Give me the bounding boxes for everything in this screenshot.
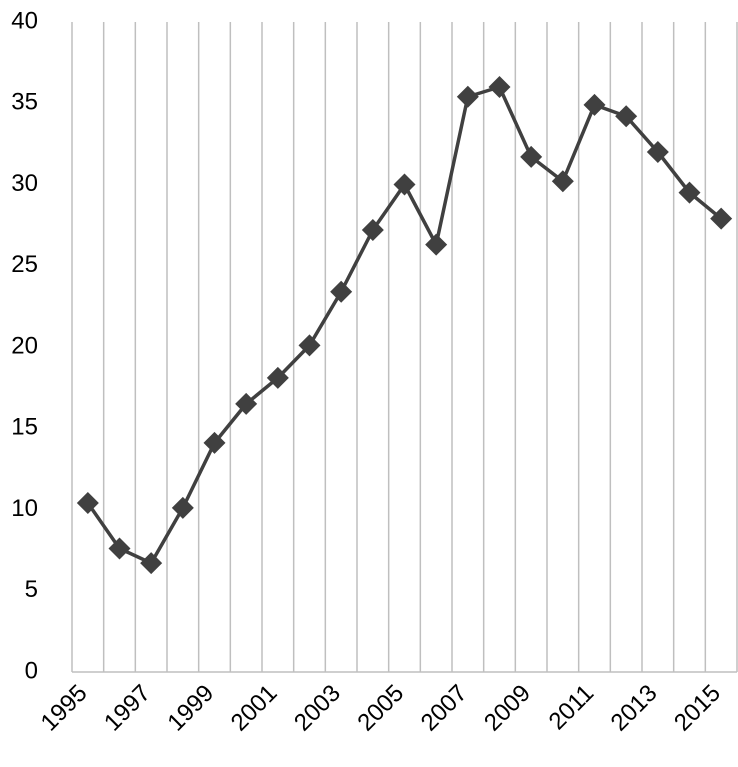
x-tick-label: 1995 <box>36 680 93 737</box>
marker <box>583 93 606 116</box>
y-tick-label: 25 <box>11 251 38 278</box>
y-tick-label: 0 <box>25 657 38 684</box>
x-tick-label: 2003 <box>289 680 346 737</box>
marker <box>488 76 511 98</box>
marker <box>235 392 258 415</box>
marker <box>108 537 131 560</box>
marker <box>203 431 226 454</box>
marker <box>456 85 479 108</box>
marker <box>615 105 638 128</box>
marker <box>298 334 321 357</box>
marker <box>140 552 163 575</box>
x-tick-label: 2001 <box>226 680 283 737</box>
line <box>86 85 723 565</box>
marker <box>330 280 353 303</box>
x-tick-label: 1999 <box>162 680 219 737</box>
marker <box>425 233 448 256</box>
y-tick-label: 15 <box>11 414 38 441</box>
x-tick-label: 2009 <box>479 680 536 737</box>
marker <box>393 173 416 196</box>
marker <box>678 181 701 204</box>
marker <box>76 492 99 514</box>
marker <box>646 141 669 163</box>
marker <box>266 366 289 389</box>
x-tick-label: 2015 <box>669 680 726 737</box>
x-tick-label: 2013 <box>606 680 663 737</box>
x-tick-label: 1997 <box>99 680 156 737</box>
x-tick-label: 2007 <box>416 680 473 737</box>
y-tick-label: 35 <box>11 89 38 116</box>
y-tick-label: 40 <box>11 7 38 34</box>
marker <box>361 219 384 241</box>
y-tick-label: 20 <box>11 332 38 359</box>
y-tick-label: 30 <box>11 170 38 197</box>
y-tick-label: 5 <box>25 576 38 603</box>
marker <box>710 207 733 230</box>
marker <box>551 170 574 193</box>
marker <box>520 145 543 168</box>
marker <box>171 496 194 519</box>
x-tick-label: 2011 <box>544 680 600 736</box>
x-tick-label: 2005 <box>352 680 409 737</box>
y-tick-label: 10 <box>11 495 38 522</box>
